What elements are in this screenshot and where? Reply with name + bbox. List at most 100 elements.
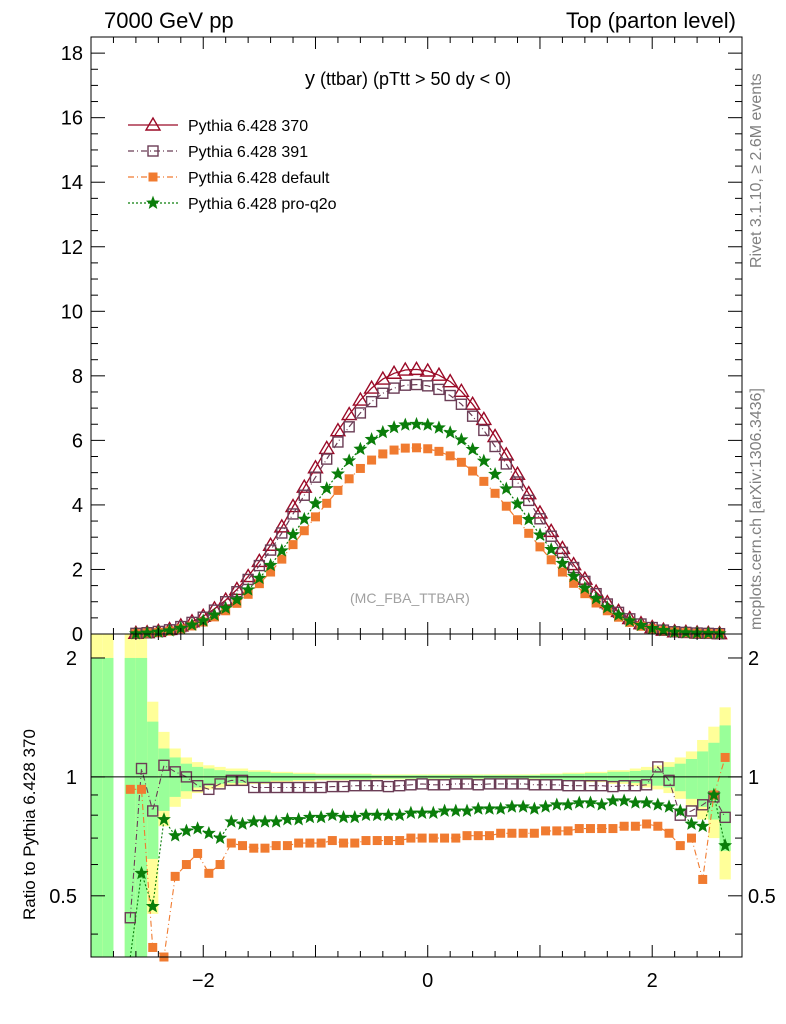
ratio-point xyxy=(339,838,349,848)
ratio-point xyxy=(517,778,529,790)
main-point xyxy=(184,617,199,631)
main-point xyxy=(319,481,334,495)
main-point xyxy=(534,513,546,525)
ratio-point xyxy=(484,831,494,841)
main-point xyxy=(479,476,489,486)
ratio-point xyxy=(246,814,261,828)
ratio-point xyxy=(203,783,215,796)
ratio-point xyxy=(214,778,226,790)
ratio-point xyxy=(585,824,595,834)
ratio-point xyxy=(462,831,472,841)
main-point xyxy=(296,478,313,493)
ratio-point xyxy=(437,803,452,817)
ratio-point xyxy=(541,826,551,836)
main-point xyxy=(385,364,403,379)
ratio-point xyxy=(360,779,372,792)
ratio-point xyxy=(650,797,665,811)
main-point xyxy=(520,485,537,500)
main-point xyxy=(342,453,357,467)
main-point xyxy=(229,592,244,606)
ratio-point xyxy=(170,871,180,881)
ratio-point xyxy=(664,828,674,838)
ratio-point xyxy=(371,779,383,792)
main-point xyxy=(409,416,424,431)
ratio-series-group xyxy=(124,752,733,962)
main-point xyxy=(432,420,446,434)
main-point xyxy=(475,411,493,426)
main-line-0 xyxy=(135,368,720,635)
main-point xyxy=(284,498,302,513)
ratio-point xyxy=(280,812,295,826)
ratio-point xyxy=(605,793,620,807)
ratio-point xyxy=(270,781,282,794)
ratio-point xyxy=(551,779,563,791)
main-point xyxy=(422,380,434,392)
main-point xyxy=(364,432,379,446)
main-point xyxy=(410,378,423,391)
ratio-point xyxy=(417,833,427,843)
main-point xyxy=(509,465,526,480)
ratio-point xyxy=(597,824,607,834)
main-point xyxy=(207,607,222,621)
main-y-tick-label: 14 xyxy=(61,172,83,194)
ratio-point xyxy=(552,826,562,836)
ratio-point xyxy=(573,779,585,792)
ratio-point xyxy=(471,801,486,815)
ratio-point xyxy=(392,807,407,822)
main-point xyxy=(611,607,626,621)
main-point xyxy=(566,568,581,583)
ratio-point xyxy=(215,860,225,870)
ratio-point xyxy=(695,818,710,833)
ratio-point xyxy=(516,799,531,813)
ratio-point xyxy=(201,825,216,840)
ratio-point xyxy=(428,833,438,843)
band-green xyxy=(91,657,103,957)
ratio-point xyxy=(137,784,147,794)
main-point xyxy=(488,466,503,481)
main-point xyxy=(408,360,425,376)
ratio-point xyxy=(438,779,451,791)
main-point xyxy=(521,512,536,526)
ratio-point xyxy=(213,830,228,844)
ratio-point xyxy=(135,762,148,775)
ratio-point xyxy=(697,799,709,811)
main-point xyxy=(388,382,400,394)
ratio-point xyxy=(529,828,539,838)
x-tick-label: −2 xyxy=(192,970,215,992)
legend-label-3: Pythia 6.428 pro-q2o xyxy=(188,196,337,213)
ratio-point xyxy=(707,787,721,801)
main-point xyxy=(398,417,413,431)
main-point xyxy=(453,382,470,398)
ratio-point xyxy=(315,781,327,794)
ratio-point xyxy=(259,781,271,794)
ratio-point xyxy=(269,814,284,828)
ratio-point xyxy=(673,803,688,817)
main-point xyxy=(433,383,445,396)
main-point xyxy=(430,366,448,381)
main-point xyxy=(308,496,323,510)
ratio-point xyxy=(281,781,294,794)
main-point xyxy=(321,453,333,465)
main-point xyxy=(274,543,289,557)
main-point xyxy=(533,527,547,541)
main-point xyxy=(310,512,320,522)
ratio-point xyxy=(304,781,316,794)
ratio-point xyxy=(560,797,575,811)
legend-marker-2 xyxy=(148,172,158,182)
ratio-point xyxy=(642,819,652,829)
ratio-point xyxy=(314,809,329,824)
ratio-point xyxy=(496,828,506,838)
ratio-point xyxy=(698,874,708,884)
ratio-point xyxy=(607,780,619,793)
main-point xyxy=(455,398,468,410)
ratio-y-tick-label-right: 2 xyxy=(748,648,759,670)
main-point xyxy=(454,432,469,446)
ratio-point xyxy=(574,824,584,834)
main-point xyxy=(557,567,567,577)
ratio-point xyxy=(147,805,159,817)
band-green xyxy=(158,748,170,811)
ratio-point xyxy=(248,781,260,794)
ratio-point xyxy=(405,779,417,791)
legend-label-2: Pythia 6.428 default xyxy=(188,170,330,187)
main-point xyxy=(524,528,534,538)
